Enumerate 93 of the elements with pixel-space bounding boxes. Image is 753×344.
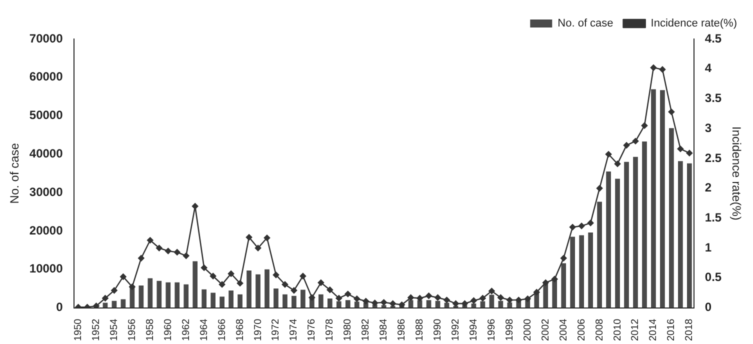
y2-tick-label: 3.5 [704,91,722,106]
bar [138,285,144,308]
bar [606,171,611,308]
bar [660,90,665,308]
bar [264,269,270,308]
bar [579,235,584,308]
bar [156,280,162,308]
bar [588,232,593,308]
bar [274,288,278,308]
y2-tick-label: 0.5 [704,270,722,284]
bar [570,236,576,308]
x-tick-label: 2008 [594,318,606,342]
x-tick-label: 2006 [576,318,588,342]
y-tick-label: 40000 [29,146,64,160]
y-tick-label: 60000 [29,70,64,84]
bar [624,162,629,308]
y2-tick-label: 2.5 [704,150,722,165]
y-tick-label: 50000 [29,108,64,122]
y2-tick-label: 1 [704,240,712,254]
y2-tick-label: 4.5 [704,31,722,46]
bar [678,161,683,308]
bar [220,296,224,308]
y2-tick-label: 2 [704,180,712,195]
x-tick-label: 2016 [666,318,678,342]
x-tick-label: 2010 [612,318,624,342]
bar [174,282,180,308]
bar [238,294,242,308]
x-tick-label: 1996 [486,318,498,342]
x-tick-label: 1968 [234,318,246,342]
y2-axis-title: Incidence rate(%) [729,126,744,220]
legend-label: No. of case [558,18,614,30]
bar [651,89,656,308]
x-tick-label: 1994 [468,318,480,342]
x-tick-label: 2018 [684,318,696,342]
x-tick-label: 2014 [648,318,660,342]
bar [642,142,647,308]
bar [345,300,350,308]
y-axis-title: No. of case [8,142,22,204]
x-tick-label: 1960 [162,318,174,342]
x-tick-label: 2012 [630,318,642,342]
x-tick-label: 1984 [378,318,390,342]
bar [318,294,324,308]
x-tick-label: 1962 [180,318,192,342]
x-tick-label: 1970 [252,318,264,342]
x-tick-label: 1958 [144,318,156,342]
bar [327,298,332,308]
x-tick-label: 2000 [522,318,534,342]
y2-tick-label: 4 [704,61,712,76]
y-tick-label: 20000 [29,223,64,238]
x-tick-label: 1956 [126,318,138,342]
y-tick-label: 0 [56,300,64,314]
bar [148,278,153,308]
x-tick-label: 1952 [90,318,102,342]
bar [166,282,171,308]
x-tick-label: 1954 [108,318,120,342]
bar [228,290,234,308]
bar [633,156,638,308]
bar [292,296,296,308]
y2-tick-label: 1.5 [704,210,722,224]
bar [687,163,692,308]
y2-tick-label: 3 [704,120,712,135]
x-tick-label: 1980 [342,318,354,342]
bar [256,274,260,308]
bar [615,178,620,308]
bar [300,290,306,308]
bar [597,202,602,308]
x-tick-label: 1990 [432,318,444,342]
legend-label: Incidence rate(%) [650,18,738,30]
y-tick-label: 10000 [29,262,64,276]
y-tick-label: 70000 [29,31,64,46]
x-tick-label: 1986 [396,318,408,342]
x-tick-label: 1998 [504,318,516,342]
y2-tick-label: 0 [704,300,712,314]
x-tick-label: 1966 [216,318,228,342]
bar [282,294,288,308]
bar [669,128,674,308]
x-tick-label: 1988 [414,318,426,342]
x-tick-label: 1992 [450,318,462,342]
x-tick-label: 1978 [324,318,336,342]
x-tick-label: 1974 [288,318,300,342]
bar [192,261,198,308]
x-tick-label: 1950 [73,318,84,342]
y-tick-label: 30000 [29,184,64,199]
x-tick-label: 1982 [360,318,372,342]
bar [202,289,207,308]
bar [184,284,189,308]
bar [246,270,252,308]
bar [210,292,216,308]
x-tick-label: 1964 [198,318,210,342]
x-tick-label: 2004 [558,318,570,342]
x-tick-label: 1972 [270,318,282,342]
x-tick-label: 2002 [540,318,552,342]
x-tick-label: 1976 [306,318,318,342]
